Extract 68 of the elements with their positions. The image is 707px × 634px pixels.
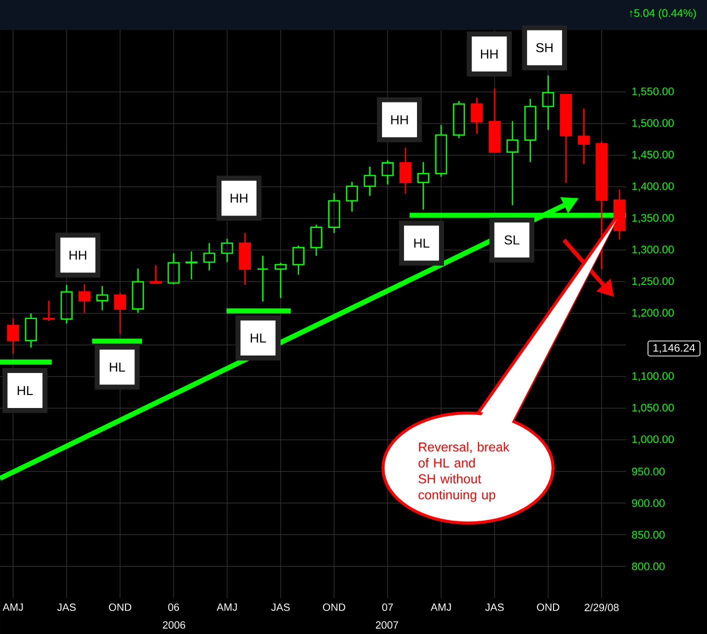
candlestick (292, 245, 304, 276)
annotation: HH (230, 194, 248, 203)
candlestick (274, 262, 287, 299)
candlestick (60, 284, 73, 324)
x-tick-label: OND (537, 604, 560, 611)
x-tick-label: AMJ (430, 604, 451, 611)
candlestick (470, 97, 483, 134)
x-tick-label: JAS (485, 604, 504, 611)
y-tick-label: 900.00 (632, 499, 665, 507)
x-tick-label: AMJ (2, 604, 23, 611)
x-tick-label: OND (108, 604, 132, 611)
x-tick-label: OND (322, 604, 346, 611)
y-tick-label: 800.00 (632, 562, 665, 570)
candlestick (221, 238, 234, 263)
text: 1,146.24 (654, 344, 695, 354)
candlestick (417, 162, 430, 210)
candlestick (24, 312, 37, 348)
y-tick-label: 850.00 (632, 530, 665, 539)
text: 2007 (376, 621, 398, 629)
candlestick (506, 120, 518, 206)
y-tick-label: 1,250.00 (632, 277, 674, 286)
annotation: SH (536, 43, 553, 52)
annotation: HL (18, 386, 33, 395)
candlestick (185, 250, 198, 280)
candlestick (578, 108, 590, 165)
candlestick (399, 146, 412, 194)
y-tick-label: 1,000.00 (632, 435, 674, 444)
annotation: HL (414, 238, 430, 248)
candlestick (542, 74, 554, 131)
y-tick-label: 1,300.00 (632, 246, 674, 255)
annotation: HH (391, 115, 408, 124)
text: ↑5.04 (0.44%) (630, 8, 696, 20)
y-tick-label: 1,450.00 (632, 150, 674, 160)
candlestick (310, 224, 322, 256)
candlestick (168, 252, 180, 285)
candlestick (238, 232, 251, 286)
candlestick (96, 286, 108, 311)
y-tick-label: 1,350.00 (632, 214, 674, 224)
y-tick-label: 950.00 (632, 468, 665, 476)
x-tick-label: JAS (271, 604, 290, 611)
candlestick (364, 166, 376, 196)
y-tick-label: 1,400.00 (632, 182, 674, 192)
candlestick (382, 160, 394, 185)
y-tick-label: 1,100.00 (632, 372, 674, 382)
x-tick-label: AMJ (216, 604, 237, 611)
x-tick-label: 07 (382, 604, 393, 611)
candlestick (132, 268, 144, 314)
candlestick (328, 192, 340, 234)
candlestick (203, 242, 216, 271)
annotation: HL (110, 362, 125, 372)
annotation: HH (70, 250, 86, 260)
x-tick-label: 06 (168, 604, 179, 611)
candlestick (524, 98, 536, 163)
annotation: Reversal, break of HL and SH without continuing up (418, 442, 510, 502)
annotation: HL (250, 334, 266, 342)
annotation: HH (480, 50, 498, 58)
x-tick-label: JAS (57, 604, 76, 611)
candlestick (256, 255, 269, 302)
y-tick-label: 1,500.00 (632, 119, 674, 128)
y-tick-label: 1,550.00 (632, 87, 674, 96)
candlestick (435, 124, 448, 178)
text: 2006 (162, 621, 186, 629)
y-tick-label: 1,050.00 (632, 404, 674, 413)
candlestick (346, 181, 358, 212)
y-tick-label: 1,200.00 (632, 308, 674, 318)
annotation: SL (504, 235, 520, 245)
x-tick-label: 2/29/08 (584, 604, 619, 612)
candlestick (452, 100, 465, 139)
